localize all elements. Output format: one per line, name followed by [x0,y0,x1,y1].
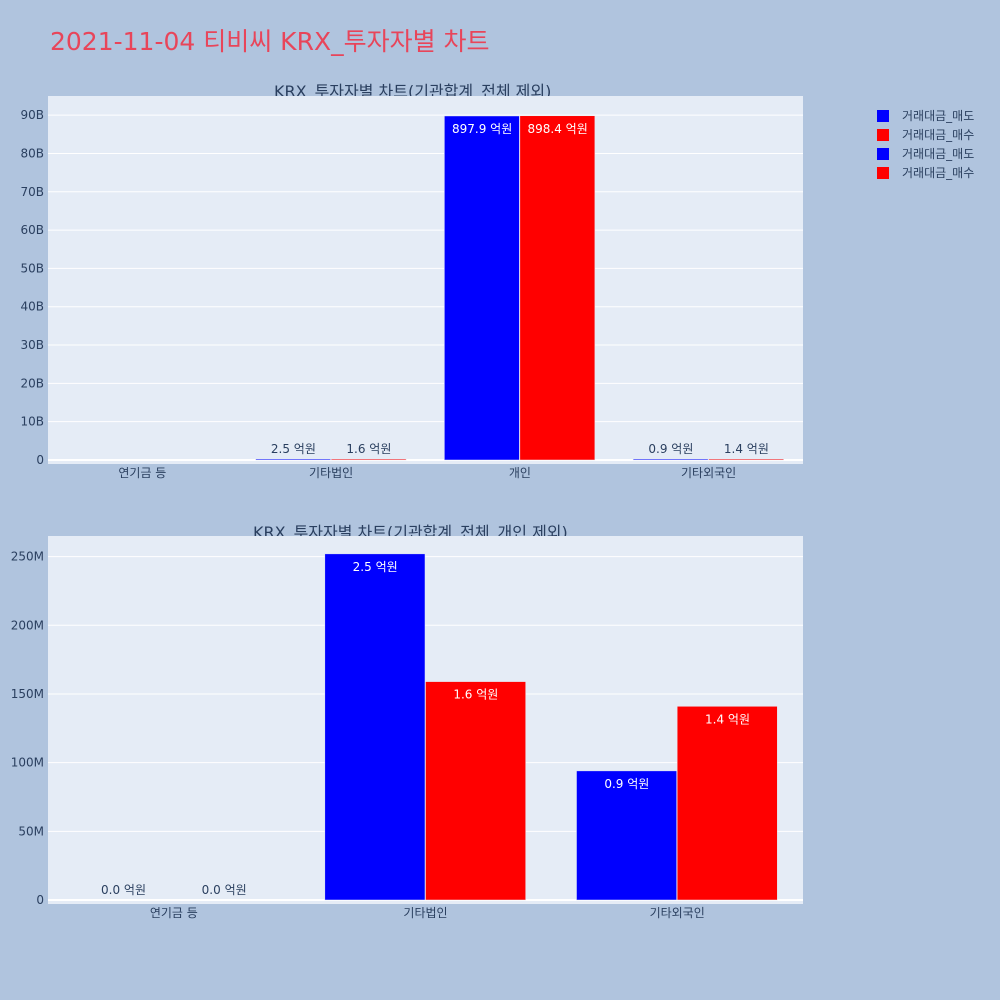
legend-swatch [877,109,889,122]
y-tick-label: 50B [20,261,44,275]
data-label: 2.5 억원 [353,560,398,574]
data-label: 2.5 억원 [271,442,316,456]
legend-swatch [877,128,889,141]
data-label: 0.0 억원 [101,883,146,897]
y-tick-label: 40B [20,300,44,314]
legend-label: 거래대금_매도 [902,147,975,161]
y-tick-label: 0 [36,453,44,467]
y-tick-label: 30B [20,338,44,352]
data-label: 1.4 억원 [705,712,750,726]
y-tick-label: 250M [11,550,44,564]
data-label: 897.9 억원 [452,122,512,136]
legend: 거래대금_매도 거래대금_매수 거래대금_매도 거래대금_매수 [870,106,974,182]
y-tick-label: 70B [20,185,44,199]
data-label: 1.6 억원 [346,442,391,456]
bar-sell [632,458,709,461]
bar-sell [324,553,426,901]
data-label: 0.0 억원 [202,883,247,897]
bar-buy [676,706,778,901]
y-tick-label: 10B [20,415,44,429]
legend-label: 거래대금_매도 [902,109,975,123]
bar-buy [425,681,526,901]
legend-item-sell-2[interactable]: 거래대금_매도 [870,144,974,163]
chart-2: 0 50M 100M 150M 200M 250M 연기금 등 0.0 억원 0.0 억원기타법… [11,536,803,920]
legend-label: 거래대금_매수 [902,128,975,142]
data-label: 1.4 억원 [724,442,769,456]
y-tick-label: 0 [36,893,44,907]
bar-sell [444,115,520,461]
y-tick-label: 200M [11,618,44,632]
x-tick-label: 연기금 등 [118,466,166,480]
bar-buy [330,458,407,461]
data-label: 0.9 억원 [648,442,693,456]
legend-item-buy-2[interactable]: 거래대금_매수 [870,163,974,182]
y-tick-label: 90B [20,108,44,122]
data-label: 0.9 억원 [604,777,649,791]
chart-1: 0 10B 20B 30B 40B 50B 60B 70B 80B 90B 연기금 등 기타법인 2.5… [20,96,803,480]
bar-sell [255,458,331,461]
bar-buy [708,458,784,461]
y-tick-label: 50M [18,824,44,838]
bar-sell [576,770,677,901]
data-label: 1.6 억원 [453,688,498,702]
y-tick-label: 20B [20,376,44,390]
x-tick-label: 기타법인 [403,906,447,920]
x-tick-label: 기타외국인 [650,906,705,920]
legend-label: 거래대금_매수 [902,166,975,180]
x-tick-label: 연기금 등 [150,906,198,920]
plot-area [48,96,803,464]
legend-swatch [877,147,889,160]
y-tick-label: 80B [20,146,44,160]
y-tick-label: 150M [11,687,44,701]
x-tick-label: 기타법인 [309,466,353,480]
bar-buy [519,115,596,461]
legend-item-buy-1[interactable]: 거래대금_매수 [870,125,974,144]
legend-swatch [877,166,889,179]
y-tick-label: 60B [20,223,44,237]
data-label: 898.4 억원 [528,122,588,136]
x-tick-label: 기타외국인 [681,466,736,480]
x-tick-label: 개인 [509,466,531,480]
page-title: 2021-11-04 티비씨 KRX_투자자별 차트 [50,27,490,56]
y-tick-label: 100M [11,756,44,770]
legend-item-sell-1[interactable]: 거래대금_매도 [870,106,974,125]
